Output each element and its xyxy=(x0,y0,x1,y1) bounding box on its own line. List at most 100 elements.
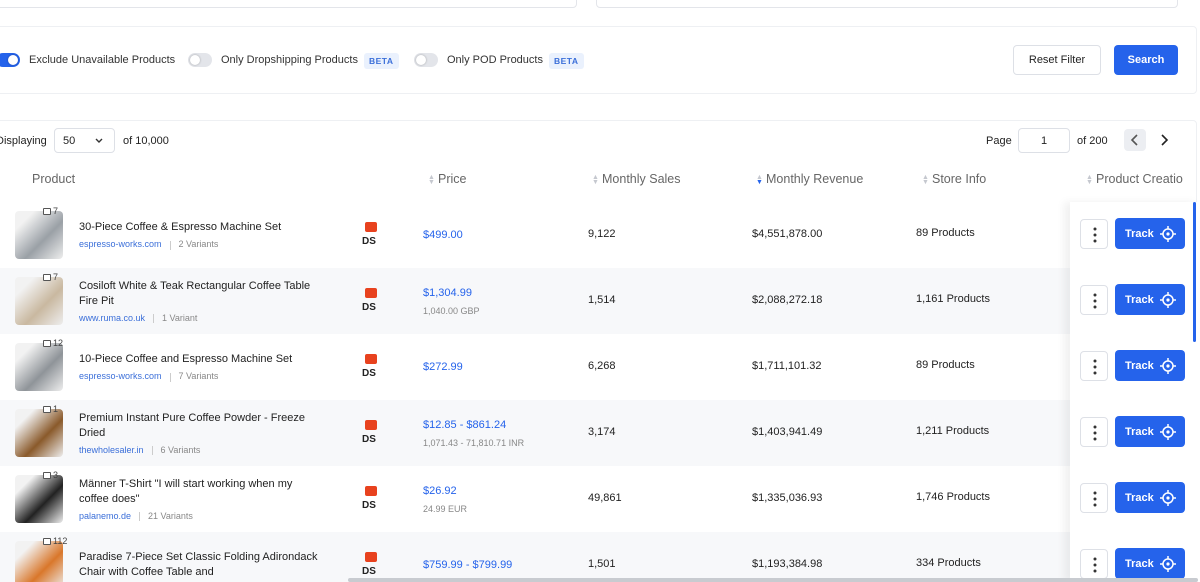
image-count: 7 xyxy=(53,272,59,282)
more-button[interactable] xyxy=(1080,351,1108,381)
variants: 7 Variants xyxy=(178,371,219,382)
track-button[interactable]: Track xyxy=(1115,218,1185,249)
aliexpress-icon xyxy=(365,354,377,364)
product-name[interactable]: 10-Piece Coffee and Espresso Machine Set xyxy=(79,353,293,366)
price: $272.99 xyxy=(423,361,463,373)
image-count: 7 xyxy=(53,206,59,216)
aliexpress-icon xyxy=(365,552,377,562)
page-count: of 200 xyxy=(1077,135,1108,147)
input-right[interactable] xyxy=(596,0,1178,8)
sort-icon[interactable]: ▲ ▼ xyxy=(1086,173,1093,186)
dots-icon xyxy=(1093,293,1097,309)
track-button[interactable]: Track xyxy=(1115,548,1185,579)
track-button[interactable]: Track xyxy=(1115,350,1185,381)
image-count-icon xyxy=(43,406,51,413)
table-row[interactable]: 112 Paradise 7-Piece Set Classic Folding … xyxy=(0,532,1200,582)
next-page[interactable] xyxy=(1153,129,1175,151)
beta-badge: BETA xyxy=(549,53,584,69)
store-link[interactable]: palanemo.de xyxy=(79,510,132,521)
sort-icon[interactable]: ▲ ▼ xyxy=(592,173,599,186)
price-block: $26.92 24.99 EUR xyxy=(423,466,467,532)
target-icon xyxy=(1159,357,1176,374)
store-link[interactable]: thewholesaler.in xyxy=(79,444,144,455)
variants: 1 Variant xyxy=(162,312,198,323)
monthly-sales: 49,861 xyxy=(588,492,622,504)
product-image xyxy=(15,277,63,325)
monthly-revenue: $2,088,272.18 xyxy=(752,294,823,306)
store-link[interactable]: espresso-works.com xyxy=(79,239,162,250)
price: $759.99 - $799.99 xyxy=(423,559,513,571)
track-label: Track xyxy=(1125,557,1154,570)
price-block: $272.99 xyxy=(423,334,463,400)
product-info: 10-Piece Coffee and Espresso Machine Set… xyxy=(79,334,329,400)
track-label: Track xyxy=(1125,425,1154,438)
prev-page[interactable] xyxy=(1124,129,1146,151)
aliexpress-icon xyxy=(365,222,377,232)
track-button[interactable]: Track xyxy=(1115,482,1185,513)
column-header: ▲ ▼ Product Creatio xyxy=(1086,172,1183,186)
more-button[interactable] xyxy=(1080,483,1108,513)
input-left[interactable] xyxy=(0,0,577,8)
price-local: 24.99 EUR xyxy=(423,503,468,514)
table-row[interactable]: 7 Cosiloft White & Teak Rectangular Coffe… xyxy=(0,268,1200,334)
product-name[interactable]: Cosiloft White & Teak Rectangular Coffee… xyxy=(79,279,311,307)
track-label: Track xyxy=(1125,491,1154,504)
column-header: ▲ ▼ Store Info xyxy=(922,172,986,186)
dots-icon xyxy=(1093,359,1097,375)
product-name[interactable]: Paradise 7-Piece Set Classic Folding Adi… xyxy=(79,551,318,578)
sort-icon[interactable]: ▲ ▼ xyxy=(922,173,929,186)
header-text: Product Creatio xyxy=(1096,172,1183,186)
column-header: ▲ ▼ Monthly Sales xyxy=(592,172,681,186)
page-size: 50 xyxy=(63,135,76,147)
store-link[interactable]: www.ruma.co.uk xyxy=(79,312,146,323)
price-block: $499.00 xyxy=(423,202,463,268)
target-icon xyxy=(1159,291,1176,308)
toggle-label: Only POD Products xyxy=(447,54,543,66)
column-header: ▲ ▼ Monthly Revenue xyxy=(756,172,863,186)
displaying-label: Displaying xyxy=(0,135,47,147)
store-info: 1,211 Products xyxy=(916,425,990,437)
scrollbar xyxy=(1193,202,1196,342)
track-button[interactable]: Track xyxy=(1115,284,1185,315)
header-text: Store Info xyxy=(932,172,987,186)
table-row[interactable]: 1 Premium Instant Pure Coffee Powder - Fr… xyxy=(0,400,1200,466)
product-name[interactable]: 30-Piece Coffee & Espresso Machine Set xyxy=(79,221,282,234)
header-text: Monthly Revenue xyxy=(766,172,864,186)
product-meta: espresso-works.com 2 Variants xyxy=(79,239,329,250)
toggle[interactable] xyxy=(414,53,438,67)
more-button[interactable] xyxy=(1080,417,1108,447)
product-name[interactable]: Premium Instant Pure Coffee Powder - Fre… xyxy=(79,411,306,439)
price-local: 1,071.43 - 71,810.71 INR xyxy=(423,437,525,448)
product-name[interactable]: Männer T-Shirt "I will start working whe… xyxy=(79,477,293,505)
more-button[interactable] xyxy=(1080,285,1108,315)
header-text: Price xyxy=(438,172,467,186)
table-row[interactable]: 7 30-Piece Coffee & Espresso Machine Set e… xyxy=(0,202,1200,268)
price: $499.00 xyxy=(423,229,463,241)
more-button[interactable] xyxy=(1080,549,1108,579)
toggle-label: Only Dropshipping Products xyxy=(221,54,358,66)
sort-icon[interactable]: ▲ ▼ xyxy=(428,173,435,186)
sort-icon[interactable]: ▲ ▼ xyxy=(756,173,763,186)
toggle[interactable] xyxy=(188,53,212,67)
page-size-select[interactable]: 50 xyxy=(54,128,115,153)
divider xyxy=(169,372,171,382)
monthly-sales: 9,122 xyxy=(588,228,616,240)
search-button[interactable]: Search xyxy=(1114,45,1178,75)
track-label: Track xyxy=(1125,293,1154,306)
page-input[interactable]: 1 xyxy=(1018,128,1070,153)
track-button[interactable]: Track xyxy=(1115,416,1185,447)
reset-button[interactable]: Reset Filter xyxy=(1013,45,1101,75)
store-link[interactable]: espresso-works.com xyxy=(79,371,162,382)
image-count: 1 xyxy=(53,404,59,414)
monthly-revenue: $1,711,101.32 xyxy=(752,360,822,372)
store-info: 1,161 Products xyxy=(916,293,990,305)
price-local: 1,040.00 GBP xyxy=(423,305,480,316)
toggle[interactable] xyxy=(0,53,20,67)
aliexpress-icon xyxy=(365,288,377,298)
table-row[interactable]: 12 10-Piece Coffee and Espresso Machine S… xyxy=(0,334,1200,400)
more-button[interactable] xyxy=(1080,219,1108,249)
table-row[interactable]: 3 Männer T-Shirt "I will start working wh… xyxy=(0,466,1200,532)
product-info: Männer T-Shirt "I will start working whe… xyxy=(79,466,329,532)
price: $12.85 - $861.24 xyxy=(423,418,507,431)
product-info: Cosiloft White & Teak Rectangular Coffee… xyxy=(79,268,329,334)
